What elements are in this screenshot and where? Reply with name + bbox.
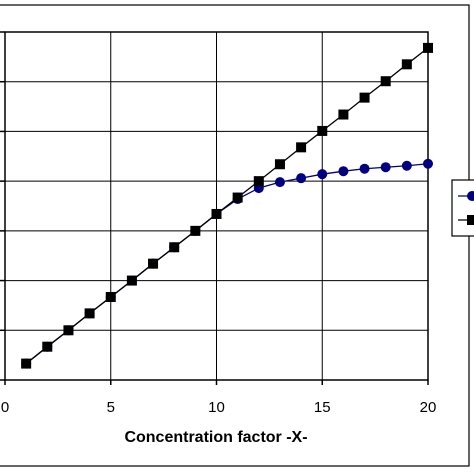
data-point — [317, 169, 328, 180]
data-point — [232, 192, 243, 203]
data-point — [317, 125, 328, 136]
data-point — [274, 177, 285, 188]
data-point — [380, 76, 391, 87]
x-axis-title: Concentration factor -X- — [124, 429, 307, 446]
data-point — [338, 109, 349, 120]
data-point — [359, 92, 370, 103]
data-point — [63, 325, 74, 336]
data-point — [84, 308, 95, 319]
data-point — [401, 160, 412, 171]
data-point — [274, 159, 285, 170]
data-point — [42, 341, 53, 352]
data-point — [359, 163, 370, 174]
data-point — [380, 162, 391, 173]
data-point — [253, 176, 264, 187]
data-point — [21, 358, 32, 369]
data-point — [169, 242, 180, 253]
data-point — [423, 158, 433, 169]
legend-marker — [467, 191, 474, 201]
legend-marker — [467, 215, 474, 225]
data-point — [296, 142, 307, 153]
plot-frame — [4, 31, 429, 381]
data-point — [126, 275, 137, 286]
data-point — [423, 42, 433, 53]
data-point — [211, 208, 222, 219]
legend-box — [451, 179, 474, 237]
x-tick-label: 15 — [314, 399, 331, 416]
data-point — [105, 291, 116, 302]
data-point — [148, 258, 159, 269]
data-point — [401, 59, 412, 70]
data-point — [296, 173, 307, 184]
data-point — [338, 166, 349, 177]
x-tick-label: 5 — [107, 399, 115, 416]
x-tick-label: 0 — [1, 399, 9, 416]
data-point — [190, 225, 201, 236]
x-tick-label: 10 — [208, 399, 225, 416]
x-tick-label: 20 — [420, 399, 437, 416]
